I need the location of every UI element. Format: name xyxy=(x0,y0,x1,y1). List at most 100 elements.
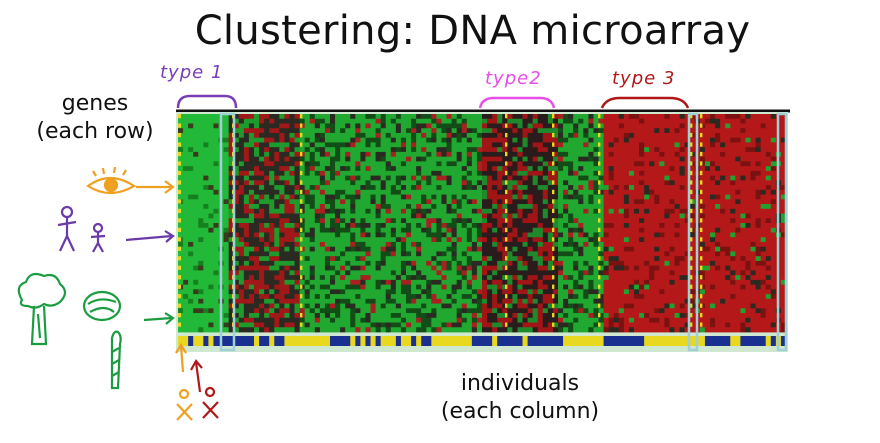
heatmap-cell xyxy=(198,137,204,143)
heatmap-cell xyxy=(188,270,194,276)
heatmap-cell xyxy=(183,114,189,120)
heatmap-cell xyxy=(345,241,351,248)
heatmap-cell xyxy=(710,213,716,219)
heatmap-cell xyxy=(608,185,615,191)
heatmap-cell xyxy=(547,180,554,186)
heatmap-cell xyxy=(365,185,371,191)
heatmap-cell xyxy=(340,218,346,224)
heatmap-cell xyxy=(304,289,311,295)
heatmap-cell xyxy=(720,166,726,172)
heatmap-cell xyxy=(269,156,275,162)
heatmap-cell xyxy=(426,223,432,229)
heatmap-cell xyxy=(238,137,245,143)
heatmap-cell xyxy=(704,194,711,200)
heatmap-cell xyxy=(644,279,650,286)
heatmap-cell xyxy=(471,260,478,267)
heatmap-cell xyxy=(639,194,645,200)
heatmap-cell xyxy=(208,260,214,267)
heatmap-cell xyxy=(461,289,468,295)
heatmap-cell xyxy=(608,170,615,177)
heatmap-cell xyxy=(254,166,260,172)
heatmap-cell xyxy=(634,218,640,224)
heatmap-cell xyxy=(188,275,194,281)
heatmap-cell xyxy=(669,227,675,233)
heatmap-cell xyxy=(517,241,523,248)
heatmap-cell xyxy=(238,151,245,158)
heatmap-cell xyxy=(446,142,452,148)
heatmap-cell xyxy=(715,208,721,214)
heatmap-cell xyxy=(689,132,696,139)
heatmap-cell xyxy=(628,118,635,124)
heatmap-cell xyxy=(710,204,716,210)
heatmap-cell xyxy=(684,128,691,134)
heatmap-cell xyxy=(720,185,726,191)
heatmap-cell xyxy=(699,227,706,233)
heatmap-cell xyxy=(416,128,422,134)
heatmap-cell xyxy=(416,185,422,191)
heatmap-cell xyxy=(208,199,214,205)
heatmap-cell xyxy=(568,123,574,129)
heatmap-cell xyxy=(669,147,675,153)
heatmap-cell xyxy=(623,270,630,276)
heatmap-cell xyxy=(355,132,361,139)
heatmap-cell xyxy=(710,227,716,233)
heatmap-cell xyxy=(623,166,630,172)
heatmap-cell xyxy=(704,279,711,286)
heatmap-cell xyxy=(608,204,615,210)
heatmap-cell xyxy=(451,180,458,186)
heatmap-cell xyxy=(259,114,265,120)
heatmap-cell xyxy=(664,246,670,252)
heatmap-cell xyxy=(704,322,711,328)
heatmap-cell xyxy=(568,294,574,300)
heatmap-cell xyxy=(441,313,447,319)
heatmap-cell xyxy=(213,265,219,271)
heatmap-cell xyxy=(243,275,250,281)
heatmap-cell xyxy=(188,232,194,238)
heatmap-cell xyxy=(411,327,417,333)
heatmap-cell xyxy=(674,308,680,314)
heatmap-cell xyxy=(284,313,290,319)
heatmap-cell xyxy=(502,308,508,314)
heatmap-cell xyxy=(406,208,412,214)
heatmap-cell xyxy=(644,275,650,281)
heatmap-cell xyxy=(264,137,270,143)
heatmap-cell xyxy=(375,170,382,177)
heatmap-cell xyxy=(416,279,422,286)
heatmap-cell xyxy=(269,213,275,219)
heatmap-cell xyxy=(669,142,675,148)
heatmap-cell xyxy=(547,194,554,200)
heatmap-cell xyxy=(608,284,615,290)
heatmap-cell xyxy=(380,208,387,214)
heatmap-cell xyxy=(704,218,711,224)
heatmap-cell xyxy=(573,204,579,210)
heatmap-cell xyxy=(350,132,356,139)
heatmap-cell xyxy=(532,180,539,186)
heatmap-cell xyxy=(340,132,346,139)
heatmap-cell xyxy=(699,142,706,148)
heatmap-cell xyxy=(512,170,518,177)
heatmap-cell xyxy=(608,137,615,143)
heatmap-cell xyxy=(466,218,473,224)
heatmap-cell xyxy=(684,180,691,186)
heatmap-cell xyxy=(532,208,539,214)
heatmap-cell xyxy=(537,317,544,323)
heatmap-cell xyxy=(527,166,534,172)
heatmap-cell xyxy=(426,147,432,153)
heatmap-cell xyxy=(193,265,199,271)
heatmap-cell xyxy=(573,241,579,248)
heatmap-cell xyxy=(238,246,245,252)
heatmap-cell xyxy=(593,251,599,257)
heatmap-cell xyxy=(487,142,493,148)
heatmap-cell xyxy=(608,175,615,181)
heatmap-cell xyxy=(198,265,204,271)
heatmap-cell xyxy=(279,237,285,243)
heatmap-cell xyxy=(411,175,417,181)
heatmap-cell xyxy=(289,327,295,333)
heatmap-cell xyxy=(294,232,300,238)
heatmap-cell xyxy=(400,279,407,286)
heatmap-cell xyxy=(497,223,503,229)
heatmap-cell xyxy=(532,303,539,309)
heatmap-cell xyxy=(669,289,675,295)
heatmap-cell xyxy=(568,308,574,314)
heatmap-cell xyxy=(284,223,290,229)
